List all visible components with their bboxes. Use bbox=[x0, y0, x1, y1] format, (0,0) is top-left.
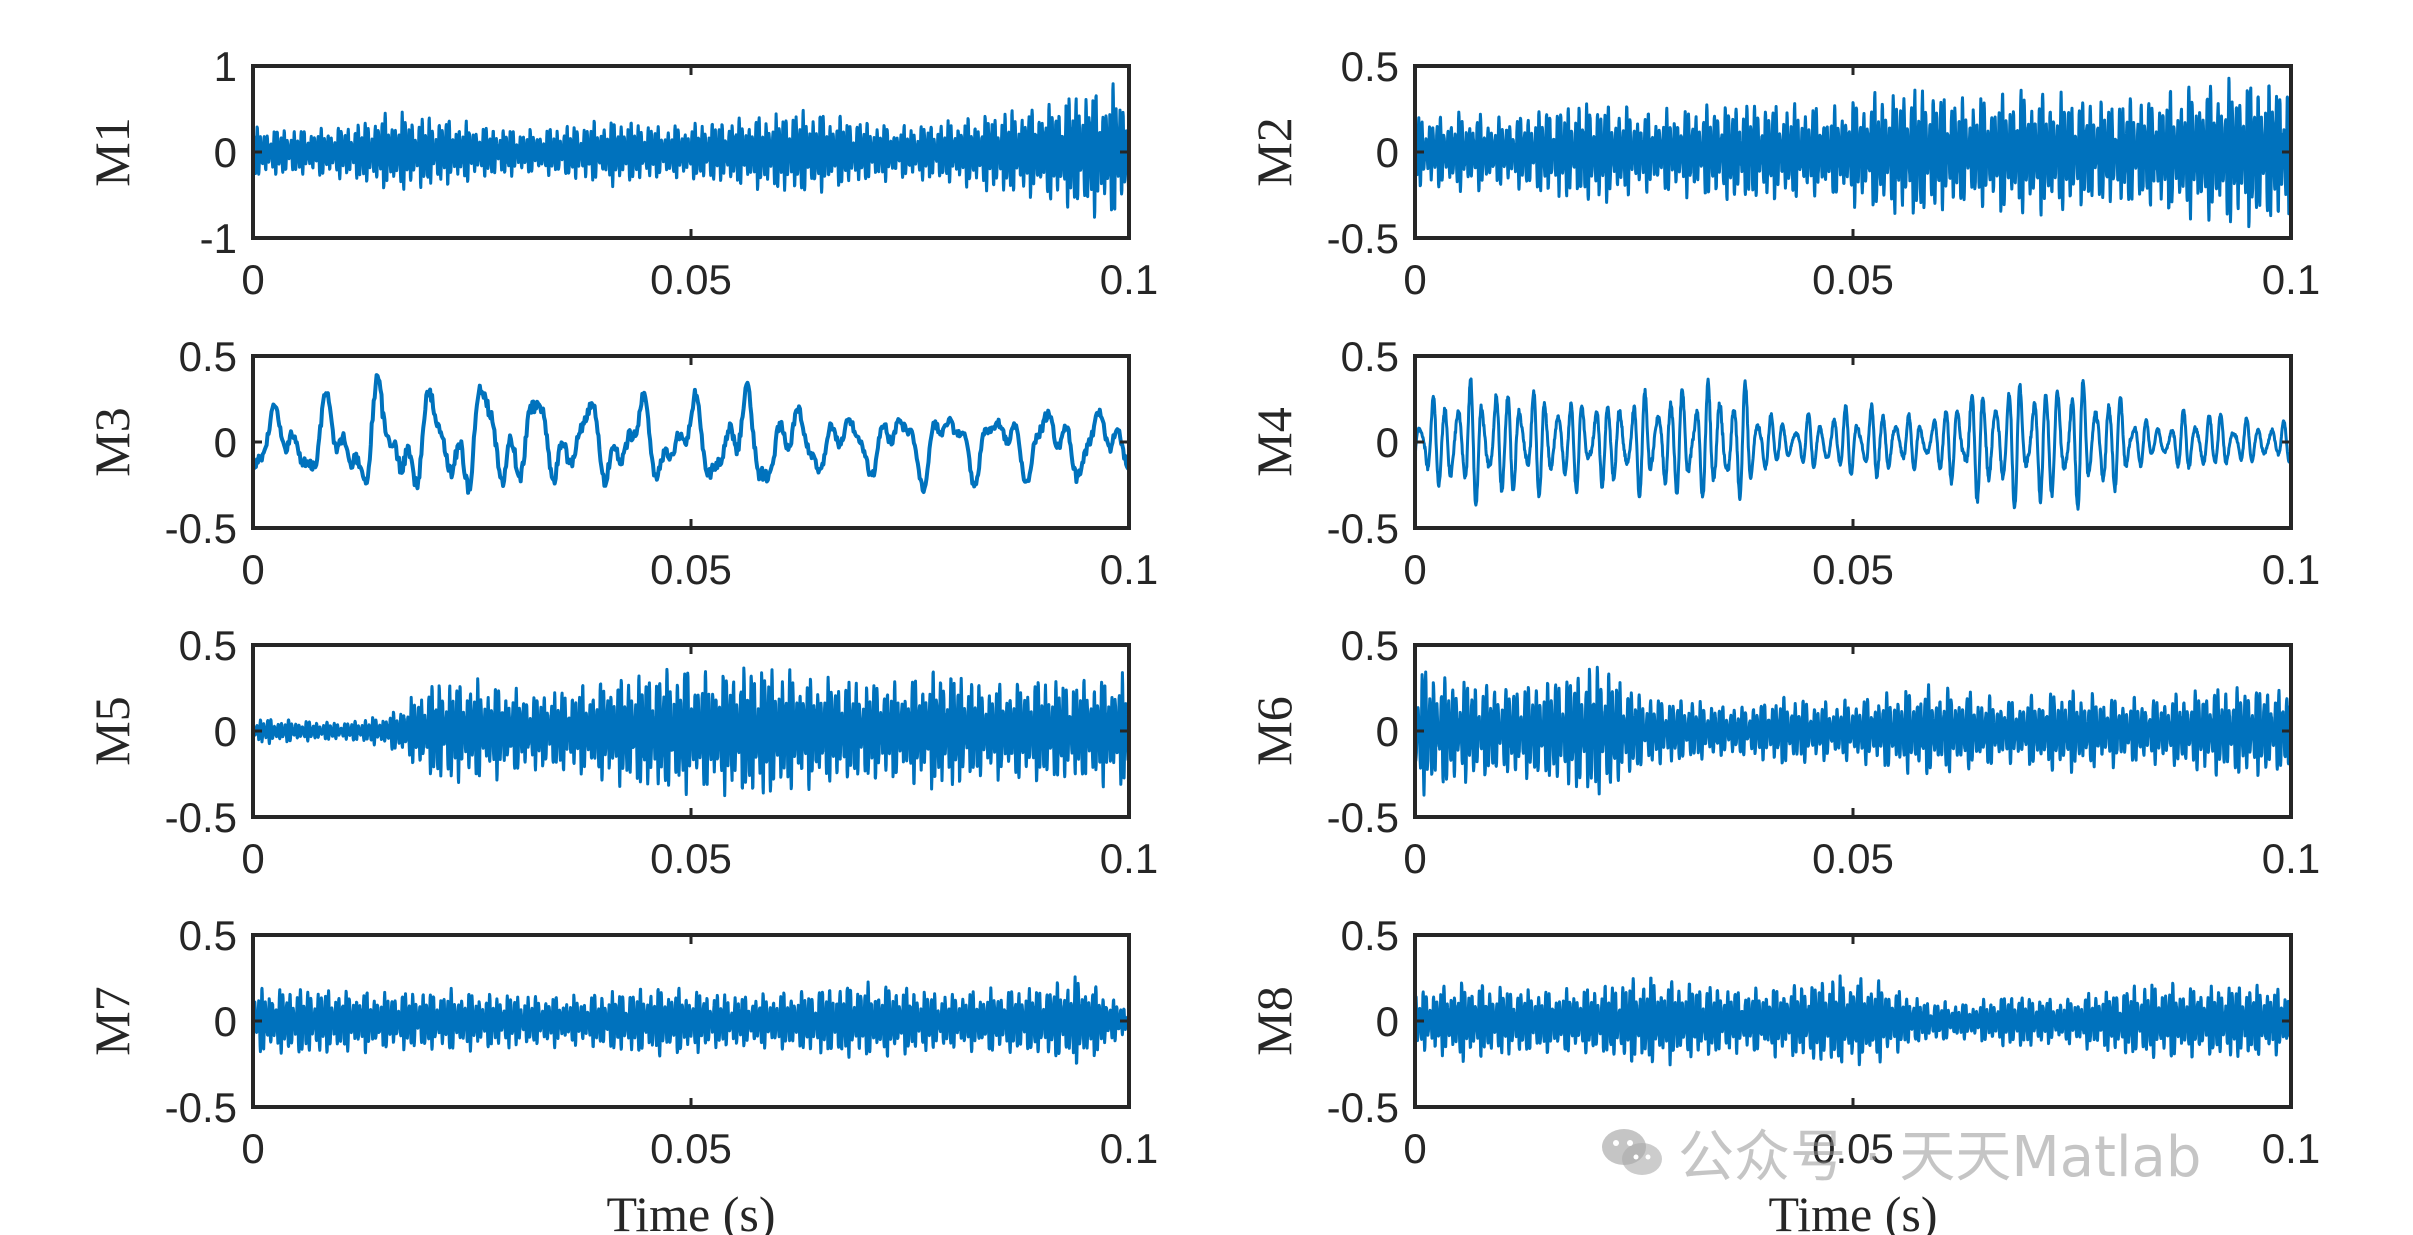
y-tick-label: 0 bbox=[214, 129, 237, 176]
y-tick-label: 0 bbox=[1376, 419, 1399, 466]
x-tick-label: 0.1 bbox=[1100, 256, 1158, 303]
x-tick-label: 0 bbox=[1403, 546, 1426, 593]
subplot-m6: 0 0.05 0.1-0.500.5M6 bbox=[1246, 622, 2320, 882]
x-tick-label: 0.05 bbox=[1812, 256, 1894, 303]
y-axis-label: M2 bbox=[1246, 117, 1302, 186]
x-tick-label: 0.05 bbox=[650, 256, 732, 303]
subplot-m2: 0 0.05 0.1-0.500.5M2 bbox=[1246, 43, 2320, 303]
series-m3 bbox=[253, 373, 1129, 495]
x-axis-label: Time (s) bbox=[1768, 1186, 1937, 1235]
x-tick-label: 0 bbox=[241, 546, 264, 593]
x-tick-label: 0 bbox=[241, 256, 264, 303]
x-tick-label: 0.05 bbox=[650, 1125, 732, 1172]
y-tick-label: 0.5 bbox=[1341, 912, 1399, 959]
x-tick-label: 0.05 bbox=[650, 546, 732, 593]
x-tick-label: 0 bbox=[1403, 835, 1426, 882]
y-axis-label: M7 bbox=[84, 986, 140, 1055]
y-tick-label: 0 bbox=[214, 419, 237, 466]
y-tick-label: 0 bbox=[1376, 129, 1399, 176]
y-tick-label: 1 bbox=[214, 43, 237, 90]
x-tick-label: 0 bbox=[1403, 1125, 1426, 1172]
y-tick-label: -0.5 bbox=[1327, 794, 1399, 841]
x-tick-label: 0.05 bbox=[650, 835, 732, 882]
y-axis-label: M6 bbox=[1246, 696, 1302, 765]
x-axis-label: Time (s) bbox=[606, 1186, 775, 1235]
y-tick-label: 0.5 bbox=[1341, 622, 1399, 669]
x-tick-label: 0.05 bbox=[1812, 546, 1894, 593]
y-tick-label: -0.5 bbox=[165, 794, 237, 841]
y-tick-label: 0.5 bbox=[1341, 43, 1399, 90]
y-tick-label: -0.5 bbox=[1327, 505, 1399, 552]
series-m7 bbox=[253, 975, 1129, 1065]
y-tick-label: -0.5 bbox=[165, 1084, 237, 1131]
series-m5 bbox=[253, 666, 1129, 798]
y-tick-label: -0.5 bbox=[1327, 215, 1399, 262]
x-tick-label: 0.1 bbox=[1100, 835, 1158, 882]
series-m4 bbox=[1415, 377, 2291, 511]
y-axis-label: M3 bbox=[84, 407, 140, 476]
x-tick-label: 0.1 bbox=[2262, 256, 2320, 303]
y-tick-label: -0.5 bbox=[1327, 1084, 1399, 1131]
y-tick-label: 0.5 bbox=[1341, 333, 1399, 380]
y-axis-label: M5 bbox=[84, 696, 140, 765]
subplot-m3: 0 0.05 0.1-0.500.5M3 bbox=[84, 333, 1158, 593]
series-m2 bbox=[1415, 76, 2291, 229]
series-m8 bbox=[1415, 974, 2291, 1067]
x-tick-label: 0 bbox=[241, 1125, 264, 1172]
y-tick-label: -0.5 bbox=[165, 505, 237, 552]
axes-box bbox=[251, 354, 1131, 530]
series-m6 bbox=[1415, 665, 2291, 797]
y-tick-label: 0 bbox=[214, 708, 237, 755]
y-tick-label: 0 bbox=[1376, 998, 1399, 1045]
y-tick-label: -1 bbox=[200, 215, 237, 262]
x-tick-label: 0 bbox=[1403, 256, 1426, 303]
x-tick-label: 0 bbox=[241, 835, 264, 882]
y-tick-label: 0 bbox=[1376, 708, 1399, 755]
y-axis-label: M1 bbox=[84, 117, 140, 186]
y-tick-label: 0 bbox=[214, 998, 237, 1045]
subplot-m5: 0 0.05 0.1-0.500.5M5 bbox=[84, 622, 1158, 882]
series-m1 bbox=[253, 82, 1129, 219]
y-tick-label: 0.5 bbox=[179, 333, 237, 380]
x-tick-label: 0.1 bbox=[1100, 1125, 1158, 1172]
x-tick-label: 0.1 bbox=[2262, 1125, 2320, 1172]
subplot-m4: 0 0.05 0.1-0.500.5M4 bbox=[1246, 333, 2320, 593]
y-tick-label: 0.5 bbox=[179, 622, 237, 669]
x-tick-label: 0.05 bbox=[1812, 835, 1894, 882]
x-tick-label: 0.1 bbox=[2262, 546, 2320, 593]
x-tick-label: 0.1 bbox=[2262, 835, 2320, 882]
y-axis-label: M8 bbox=[1246, 986, 1302, 1055]
x-tick-label: 0.1 bbox=[1100, 546, 1158, 593]
y-tick-label: 0.5 bbox=[179, 912, 237, 959]
y-axis-label: M4 bbox=[1246, 407, 1302, 476]
x-tick-label: 0.05 bbox=[1812, 1125, 1894, 1172]
